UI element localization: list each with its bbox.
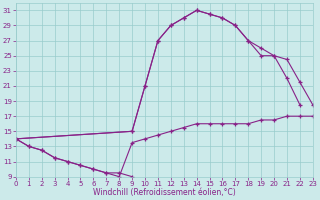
X-axis label: Windchill (Refroidissement éolien,°C): Windchill (Refroidissement éolien,°C) (93, 188, 236, 197)
